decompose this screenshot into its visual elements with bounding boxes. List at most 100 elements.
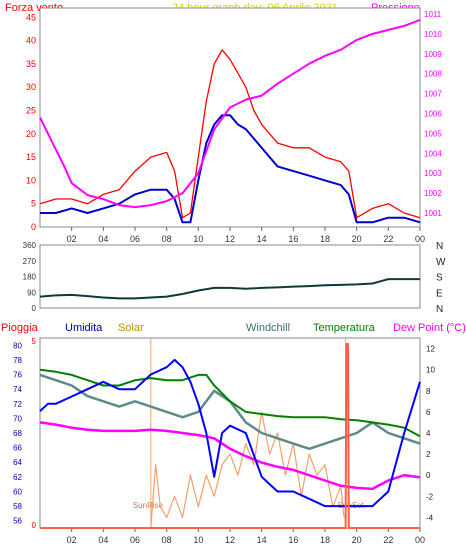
humidity-y-tick: 80 — [13, 341, 22, 350]
wind-y-tick: 30 — [26, 82, 36, 92]
pressure-y-tick: 1011 — [424, 10, 442, 19]
wind-direction-line — [39, 278, 420, 300]
wind-gust-line — [39, 49, 421, 219]
humidity-y-tick: 76 — [13, 371, 22, 380]
pressure-y-tick: 1008 — [424, 70, 442, 79]
rain-axis-title: Pioggia — [1, 322, 38, 334]
wind-x-tick-label: 14 — [257, 234, 267, 244]
pressure-y-tick: 1007 — [424, 90, 442, 99]
wind-x-tick-label: 06 — [130, 234, 140, 244]
wind-x-tick-label: 02 — [67, 234, 77, 244]
humidity-y-tick: 70 — [13, 414, 22, 423]
compass-label: E — [436, 288, 443, 299]
temperature-y-tick: -2 — [426, 492, 434, 501]
temperature-x-tick-label: 08 — [162, 535, 172, 545]
pressure-line — [39, 18, 421, 209]
wind-x-tick-label: 20 — [352, 234, 362, 244]
wind-x-tick-label: 22 — [383, 234, 393, 244]
wind-y-tick: 15 — [26, 152, 36, 162]
temperature-y-tick: 6 — [426, 408, 431, 417]
pressure-y-tick: 1004 — [424, 149, 442, 158]
temperature-x-tick-label: 20 — [352, 535, 362, 545]
humidity-y-tick: 74 — [13, 385, 22, 394]
temperature-y-tick: 8 — [426, 387, 431, 396]
rain-line — [40, 343, 420, 529]
temperature-x-tick-label: 16 — [288, 535, 298, 545]
dewpoint-legend: Dew Point (°C) — [393, 322, 466, 334]
wind-y-tick: 45 — [26, 12, 36, 22]
pressure-y-tick: 1002 — [424, 189, 442, 198]
solar-legend: Solar — [118, 322, 144, 334]
humidity-legend: Umidita — [65, 322, 103, 334]
wind-y-tick: 25 — [26, 106, 36, 116]
temperature-x-tick-label: 06 — [130, 535, 140, 545]
temperature-x-tick-label: 10 — [193, 535, 203, 545]
pressure-y-tick: 1010 — [424, 30, 442, 39]
temperature-legend: Temperatura — [313, 322, 375, 334]
wind-x-tick-label: 12 — [225, 234, 235, 244]
temperature-x-tick-label: 04 — [98, 535, 108, 545]
compass-label: W — [436, 257, 446, 268]
pressure-y-tick: 1003 — [424, 169, 442, 178]
wind-y-tick: 20 — [26, 129, 36, 139]
solar-line — [150, 411, 345, 529]
humidity-y-tick: 66 — [13, 444, 22, 453]
wind-y-tick: 10 — [26, 175, 36, 185]
temperature-y-tick: 0 — [426, 471, 431, 480]
humidity-y-tick: 58 — [13, 502, 22, 511]
wind-y-tick: 0 — [31, 222, 36, 232]
wind-x-tick-label: 16 — [288, 234, 298, 244]
rain-y-tick: 0 — [32, 521, 37, 530]
direction-panel-frame — [39, 244, 421, 309]
direction-y-tick: 180 — [23, 273, 37, 282]
humidity-y-tick: 78 — [13, 356, 22, 365]
direction-y-tick: 360 — [23, 241, 37, 250]
temperature-x-tick-label: 02 — [67, 535, 77, 545]
temperature-x-tick-label: 00 — [415, 535, 425, 545]
compass-label: N — [436, 304, 443, 315]
humidity-y-tick: 62 — [13, 473, 22, 482]
wind-average-line — [40, 114, 421, 224]
direction-y-tick: 0 — [32, 304, 37, 313]
windchill-legend: Windchill — [246, 322, 291, 334]
wind-x-tick-label: 08 — [162, 234, 172, 244]
wind-x-tick-label: 18 — [320, 234, 330, 244]
pressure-y-tick: 1006 — [424, 110, 442, 119]
compass-label: N — [436, 241, 443, 252]
pressure-y-tick: 1009 — [424, 50, 442, 59]
humidity-y-tick: 64 — [13, 458, 22, 467]
rain-y-tick: 5 — [32, 337, 37, 346]
humidity-y-tick: 60 — [13, 487, 22, 496]
direction-y-tick: 90 — [27, 288, 36, 297]
humidity-y-tick: 72 — [13, 400, 22, 409]
wind-y-tick: 40 — [26, 36, 36, 46]
wind-x-tick-label: 00 — [415, 234, 425, 244]
compass-label: S — [436, 273, 443, 284]
pressure-y-tick: 1001 — [424, 209, 442, 218]
humidity-line — [39, 358, 421, 508]
temperature-x-tick-label: 12 — [225, 535, 235, 545]
humidity-y-tick: 68 — [13, 429, 22, 438]
temperature-y-tick: 12 — [426, 345, 435, 354]
pressure-y-tick: 1005 — [424, 129, 442, 138]
temperature-x-tick-label: 18 — [320, 535, 330, 545]
wind-y-tick: 5 — [31, 199, 36, 209]
wind-y-tick: 35 — [26, 59, 36, 69]
sunrise-label: SunRise — [133, 501, 164, 510]
dewpoint-line — [39, 421, 421, 491]
wind-panel-frame — [39, 7, 421, 228]
temperature-x-tick-label: 14 — [257, 535, 267, 545]
temperature-y-tick: 10 — [426, 366, 435, 375]
temperature-panel-frame — [39, 337, 421, 529]
direction-y-tick: 270 — [23, 257, 37, 266]
temperature-y-tick: 2 — [426, 450, 431, 459]
wind-x-tick-label: 10 — [193, 234, 203, 244]
temperature-y-tick: 4 — [426, 429, 431, 438]
temperature-line — [39, 368, 421, 438]
temperature-y-tick: -4 — [426, 513, 434, 522]
temperature-x-tick-label: 22 — [383, 535, 393, 545]
humidity-y-tick: 56 — [13, 517, 22, 526]
wind-x-tick-label: 04 — [98, 234, 108, 244]
